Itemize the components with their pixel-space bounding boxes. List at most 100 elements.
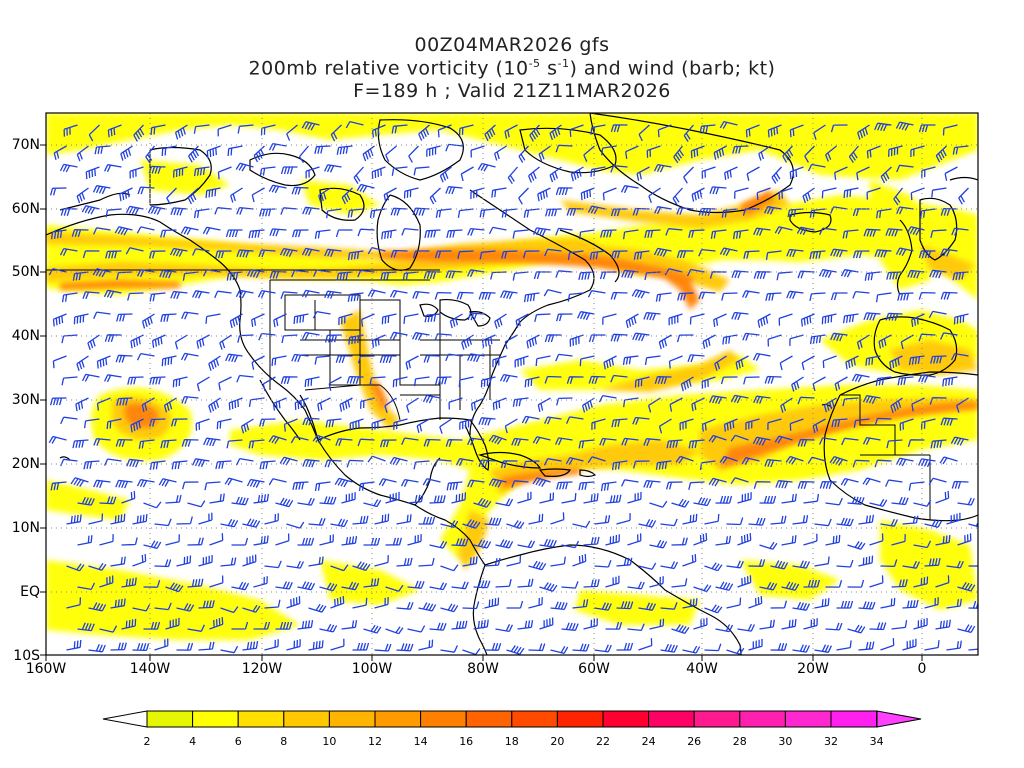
wind-barb bbox=[59, 247, 78, 256]
wind-barb bbox=[616, 601, 634, 610]
colorbar-cell bbox=[784, 710, 832, 728]
wind-barb bbox=[237, 124, 254, 134]
wind-barb bbox=[422, 394, 441, 404]
wind-barb bbox=[53, 145, 67, 161]
wind-barb bbox=[869, 498, 888, 507]
wind-barb bbox=[616, 513, 631, 525]
lon-label-40w: 40W bbox=[686, 661, 718, 677]
wind-barb bbox=[803, 533, 818, 546]
wind-barb bbox=[76, 355, 89, 371]
wind-barb bbox=[231, 496, 249, 506]
wind-barb bbox=[745, 124, 760, 138]
wind-barb bbox=[298, 145, 309, 164]
wind-barb bbox=[858, 641, 875, 651]
colorbar-cell bbox=[192, 710, 239, 728]
wind-barb bbox=[688, 229, 705, 238]
wind-barb bbox=[371, 334, 386, 348]
wind-barb bbox=[458, 124, 474, 136]
wind-barb bbox=[357, 438, 375, 447]
wind-barb bbox=[625, 313, 639, 329]
wind-barb bbox=[539, 582, 558, 592]
wind-barb bbox=[181, 311, 199, 320]
wind-barb bbox=[886, 271, 903, 280]
wind-barb bbox=[622, 355, 639, 365]
wind-barb bbox=[412, 290, 430, 299]
wind-barb bbox=[374, 555, 389, 567]
wind-barb bbox=[429, 540, 448, 549]
wind-barb bbox=[594, 515, 611, 525]
wind-barb bbox=[293, 313, 309, 324]
wind-barb bbox=[259, 208, 276, 217]
wind-barb bbox=[660, 602, 678, 610]
wind-barb bbox=[495, 578, 512, 588]
wind-barb bbox=[96, 355, 111, 369]
wind-barb bbox=[396, 643, 414, 652]
wind-barb bbox=[93, 438, 111, 446]
wind-barb bbox=[495, 498, 514, 507]
wind-barb bbox=[814, 644, 832, 653]
wind-barb bbox=[275, 581, 293, 590]
wind-barb bbox=[170, 418, 188, 427]
wind-barb bbox=[621, 269, 639, 279]
wind-barb bbox=[946, 512, 961, 525]
wind-barb bbox=[688, 439, 705, 449]
wind-barb bbox=[930, 355, 947, 364]
wind-barb bbox=[264, 599, 281, 609]
wind-barb bbox=[730, 477, 749, 485]
wind-barb bbox=[236, 374, 254, 383]
title-line-3: F=189 h ; Valid 21Z11MAR2026 bbox=[353, 80, 671, 102]
lat-label-50n: 50N bbox=[12, 264, 40, 280]
wind-barb bbox=[876, 208, 892, 219]
wind-barb bbox=[374, 513, 390, 525]
wind-barb bbox=[683, 166, 694, 184]
wind-barb bbox=[566, 376, 584, 384]
wind-barb bbox=[770, 643, 788, 651]
wind-barb bbox=[907, 439, 925, 447]
wind-barb bbox=[890, 397, 903, 414]
colorbar-label: 14 bbox=[414, 735, 428, 748]
wind-barb bbox=[253, 493, 270, 504]
wind-barb bbox=[742, 208, 760, 216]
wind-barb bbox=[81, 205, 100, 215]
wind-barb bbox=[885, 479, 903, 487]
wind-barb bbox=[880, 638, 895, 651]
wind-barb bbox=[743, 376, 760, 385]
wind-barb bbox=[620, 185, 639, 194]
wind-barb bbox=[149, 418, 166, 427]
wind-barb bbox=[434, 250, 452, 259]
grid bbox=[46, 113, 978, 655]
wind-barb bbox=[587, 456, 606, 464]
wind-barb bbox=[550, 556, 566, 567]
wind-barb bbox=[110, 642, 127, 651]
wind-barb bbox=[198, 512, 213, 525]
wind-barb bbox=[567, 250, 584, 261]
wind-barb bbox=[538, 145, 551, 162]
wind-barb bbox=[671, 498, 690, 508]
wind-barb bbox=[649, 500, 668, 508]
wind-barb bbox=[636, 166, 650, 181]
wind-barb bbox=[643, 479, 661, 489]
wind-barb bbox=[913, 499, 932, 507]
wind-barb bbox=[709, 186, 727, 195]
wind-barb bbox=[702, 334, 716, 349]
wind-barb bbox=[561, 540, 580, 549]
wind-barb bbox=[130, 418, 144, 433]
wind-barb bbox=[910, 145, 925, 158]
wind-barb bbox=[856, 334, 870, 350]
wind-barb bbox=[814, 556, 830, 567]
wind-barb bbox=[346, 459, 364, 468]
wind-barb bbox=[862, 477, 881, 486]
wind-barb bbox=[105, 208, 122, 218]
wind-barb bbox=[488, 226, 507, 235]
colorbar-cell bbox=[420, 710, 467, 728]
wind-barb bbox=[235, 457, 254, 466]
wind-barb bbox=[632, 332, 650, 342]
wind-barb bbox=[602, 187, 617, 201]
wind-barb bbox=[216, 418, 232, 430]
colorbar-cell bbox=[556, 710, 604, 728]
wind-barb bbox=[209, 533, 224, 546]
wind-barb bbox=[193, 124, 210, 134]
wind-barb bbox=[61, 292, 78, 303]
wind-barb bbox=[572, 599, 589, 609]
wind-barb bbox=[715, 624, 734, 633]
